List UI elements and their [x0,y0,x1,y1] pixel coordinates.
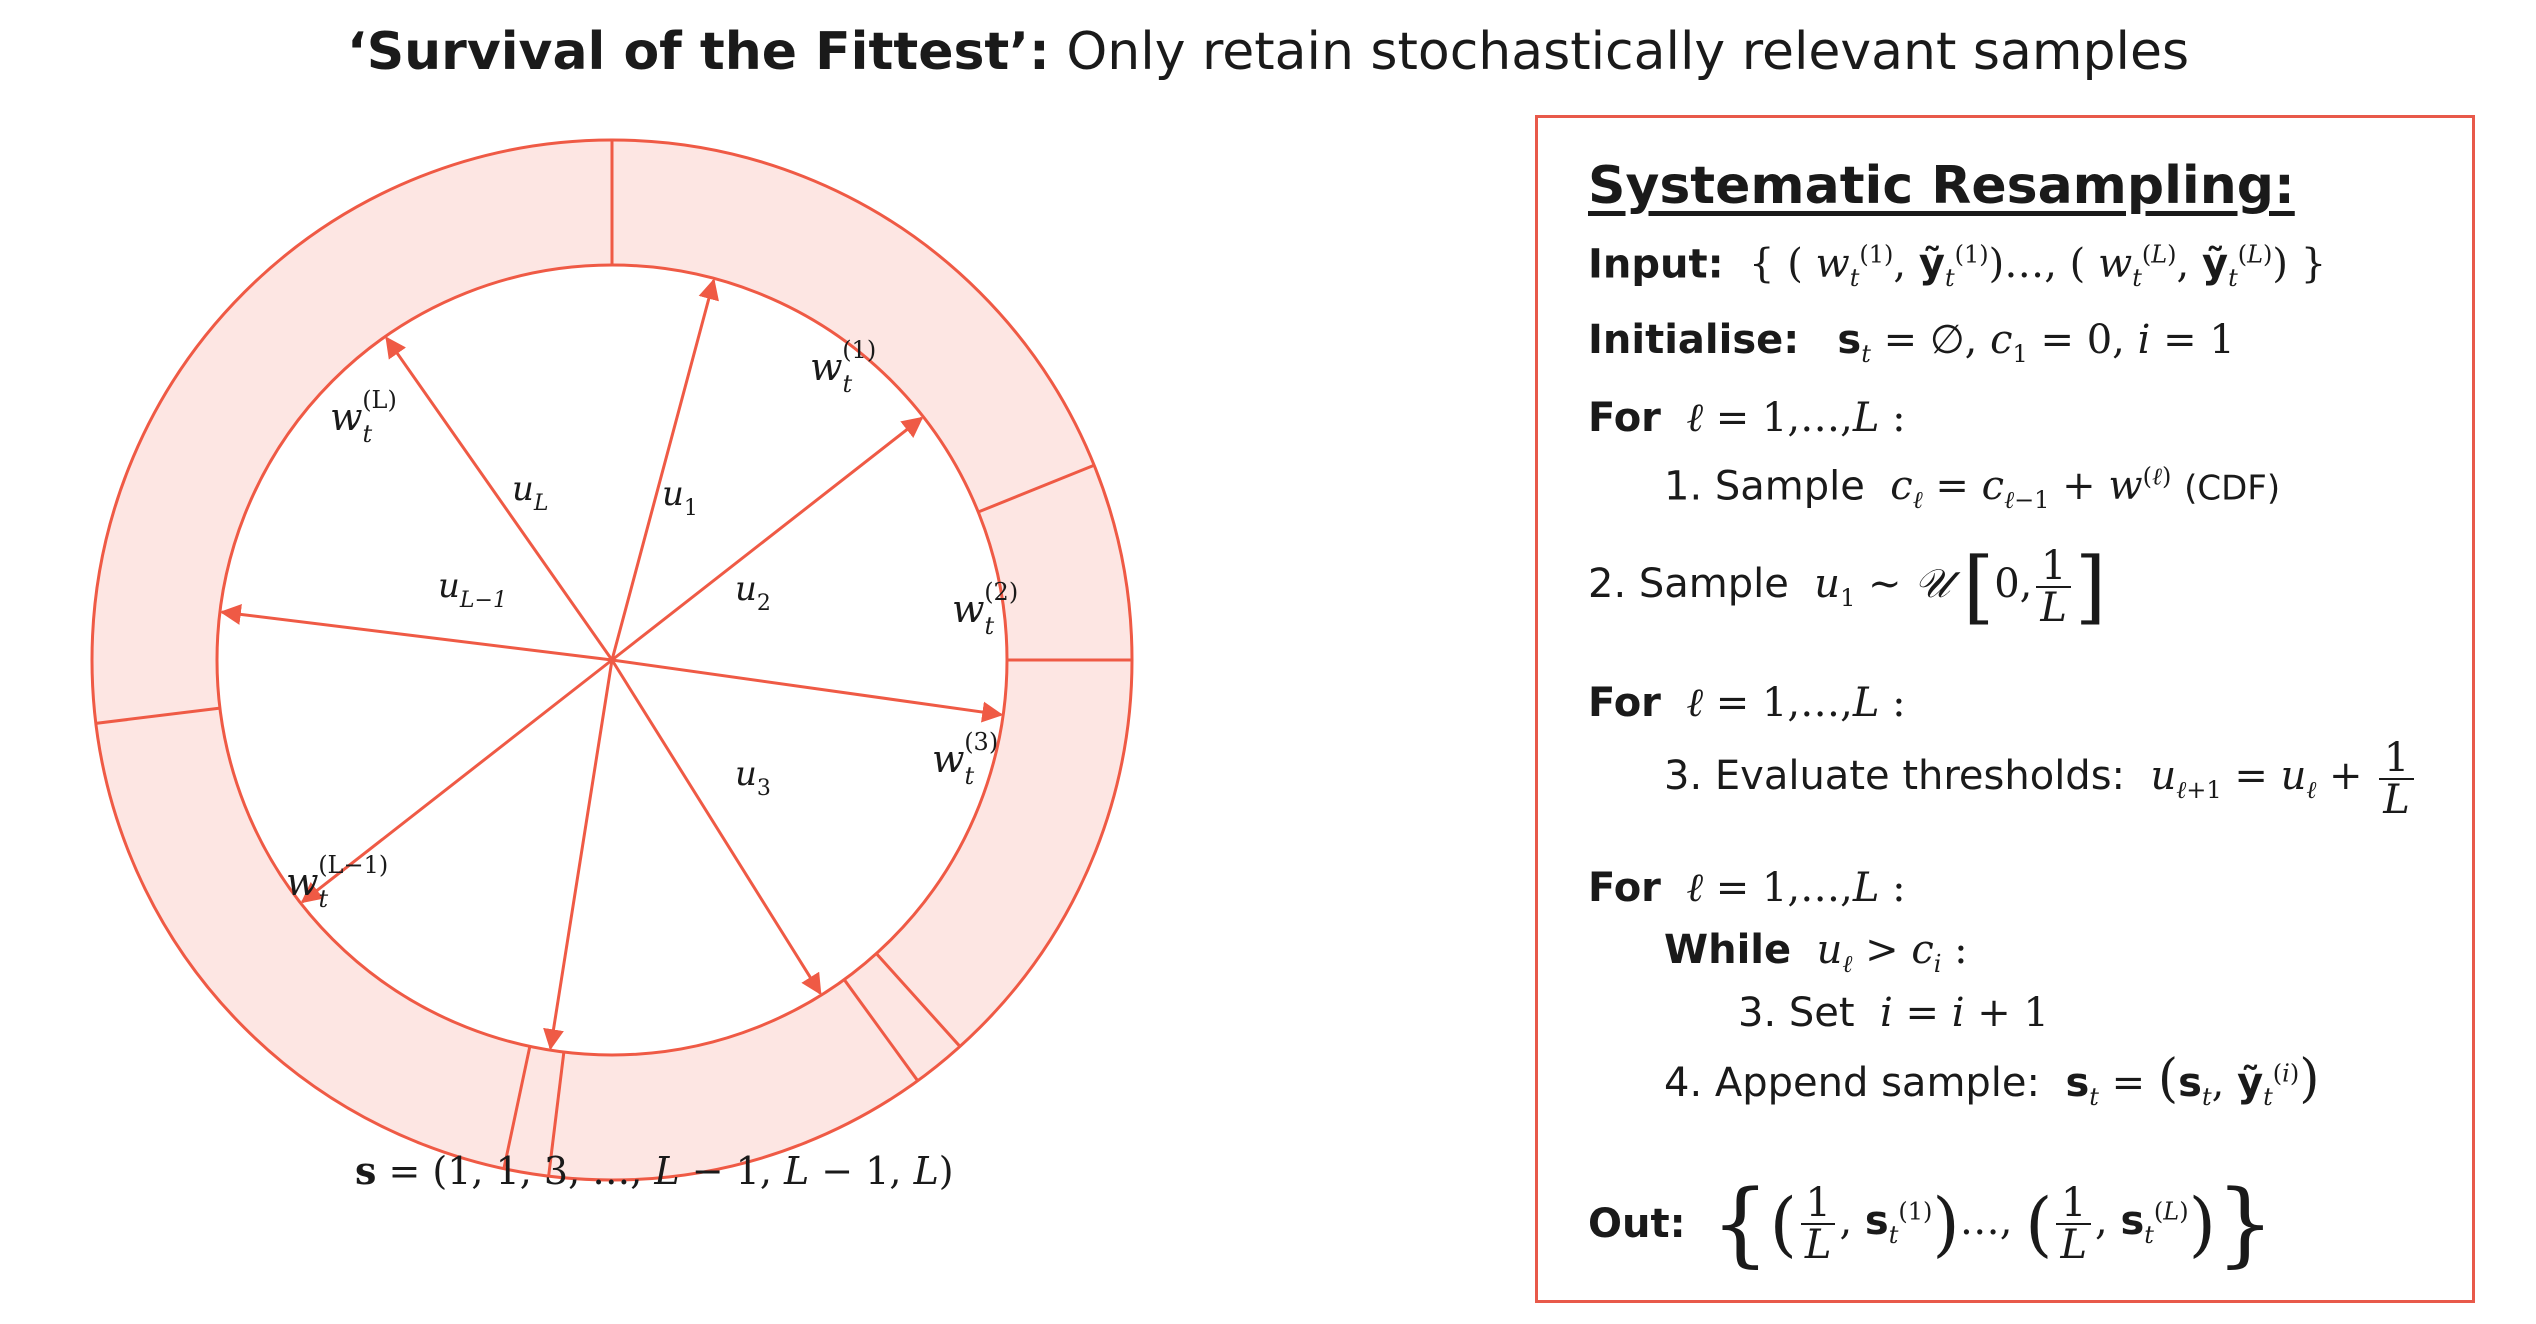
panel-heading: Systematic Resampling: [1588,156,2295,216]
for-label-3: For [1588,865,1661,911]
segment-divider [547,1051,566,1177]
pointer-arrow [611,416,924,662]
step-1-text: 1. Sample [1664,463,1865,510]
for-label-1: For [1588,395,1661,441]
pointer-arrow [219,603,613,662]
step-1-line: 1. Sample cℓ = cℓ−1 + w(ℓ) (CDF) [1664,463,2281,515]
title-rest: Only retain stochastically relevant samp… [1049,22,2190,82]
step-2-text: 2. Sample [1588,561,1789,607]
step-3-text: 3. Evaluate thresholds: [1664,753,2126,799]
pointer-arrow [610,278,719,661]
out-line: Out: {(1 L, st(1))…, (1 L, st(L))} [1588,1170,2275,1277]
input-label: Input: [1588,241,1724,288]
pointer-arrow [385,336,614,661]
segment-dividers [95,140,1132,1177]
initialise-line: Initialise: st = ∅, c1 = 0, i = 1 [1588,317,2235,368]
pointer-arrow [300,658,613,904]
segment-divider [977,463,1095,514]
for-line-1: For ℓ = 1,…,L : [1588,395,1906,441]
while-line: While uℓ > ci : [1664,927,1968,978]
page-title: ‘Survival of the Fittest’: Only retain s… [0,22,2536,82]
out-label: Out: [1588,1201,1686,1247]
input-line: Input: { ( wt(1), ỹt(1))…, ( wt(L), ỹt(L… [1588,241,2327,293]
step-2-line: 2. Sample u1 ~ 𝒰 [0, 1 L] [1588,540,2107,633]
initialise-label: Initialise: [1588,317,1800,363]
step-3b-line: 3. Set i = i + 1 [1738,990,2049,1036]
algorithm-panel: Systematic Resampling: Input: { ( wt(1),… [1535,115,2475,1303]
pointer-arrow [611,658,1004,723]
step-4-text: 4. Append sample: [1664,1060,2040,1106]
for-line-2: For ℓ = 1,…,L : [1588,680,1906,726]
segment-divider [95,706,221,725]
segment-divider [502,1046,532,1169]
pointer-arrow [610,659,822,996]
segment-divider [875,952,962,1048]
step-3b-text: 3. Set [1738,990,1855,1036]
roulette-wheel-diagram: wt(1) wt(2) wt(3) wt(L−1) wt(L) u1 u2 u3… [90,138,1134,1182]
for-line-3: For ℓ = 1,…,L : [1588,865,1906,911]
resampled-sequence: s = (1, 1, 3, …, L − 1, L − 1, L) [355,1148,954,1193]
title-bold: ‘Survival of the Fittest’: [346,22,1050,82]
step-1-suffix: (CDF) [2184,468,2281,509]
segment-divider [842,978,919,1082]
pointer-arrow [543,659,614,1051]
while-label: While [1664,927,1792,973]
pointer-arrows [219,278,1004,1051]
for-label-2: For [1588,680,1661,726]
step-4-line: 4. Append sample: st = (st, ỹt(i)) [1664,1049,2320,1111]
